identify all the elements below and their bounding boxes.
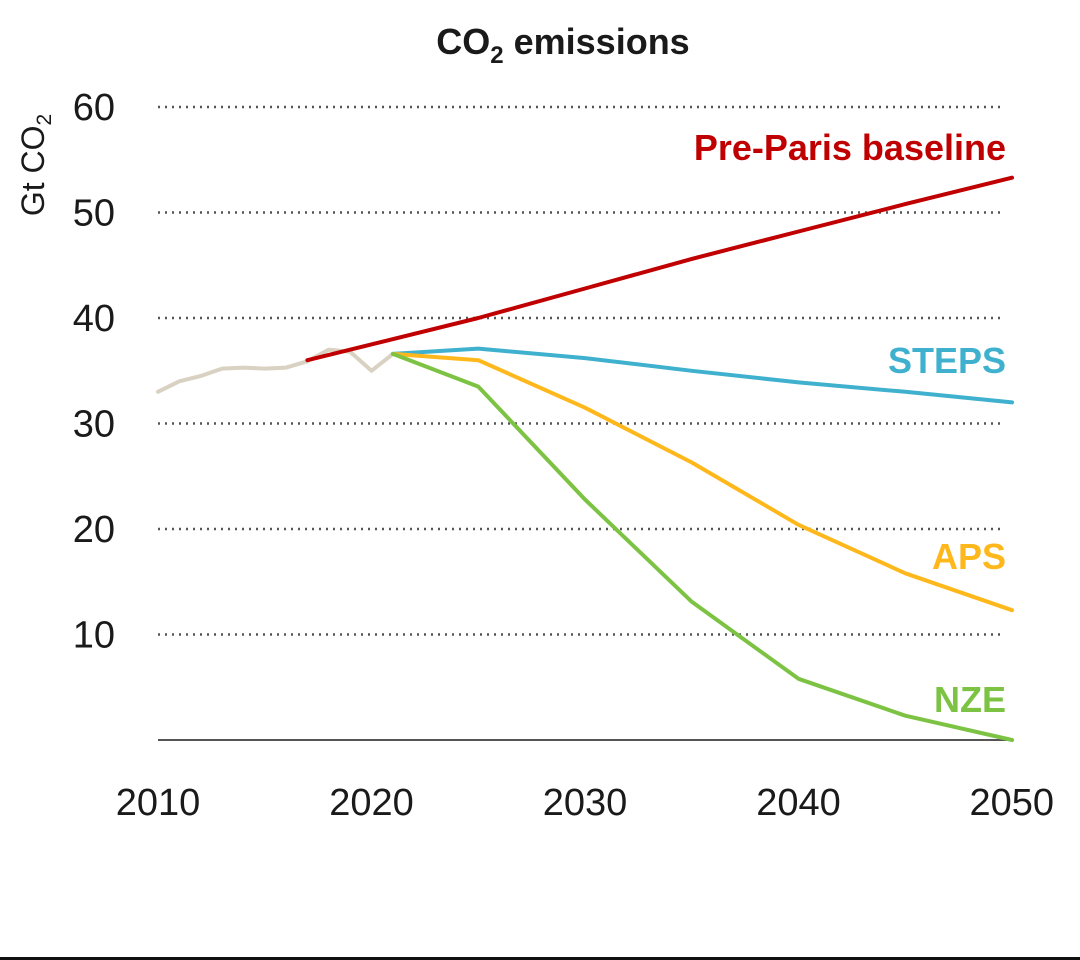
series-line-pre_paris [305, 175, 1014, 363]
series-label-pre_paris: Pre-Paris baseline [694, 127, 1006, 168]
chart-title-main: CO [436, 21, 490, 62]
y-tick-labels: 10 20 30 40 50 60 [73, 87, 115, 657]
y-tick-label-40: 40 [73, 298, 115, 340]
series-lines [156, 175, 1014, 742]
x-tick-label-2040: 2040 [756, 782, 841, 824]
gridlines [158, 105, 1004, 636]
chart-title-suffix: emissions [504, 21, 690, 62]
y-tick-label-20: 20 [73, 509, 115, 551]
y-tick-label-30: 30 [73, 404, 115, 446]
y-tick-label-60: 60 [73, 87, 115, 129]
chart-title-subscript: 2 [490, 42, 503, 69]
x-tick-label-2010: 2010 [116, 782, 201, 824]
series-label-aps: APS [932, 536, 1006, 577]
y-axis-label: Gt CO2 [15, 114, 56, 216]
series-label-steps: STEPS [888, 340, 1006, 381]
series-line-steps [390, 346, 1014, 405]
y-tick-label-50: 50 [73, 193, 115, 235]
chart-title: CO2 emissions [436, 21, 689, 69]
bottom-border [0, 957, 1080, 960]
y-tick-label-10: 10 [73, 615, 115, 657]
x-tick-label-2050: 2050 [969, 782, 1054, 824]
y-axis-label-subscript: 2 [33, 114, 56, 126]
x-tick-labels: 2010 2020 2030 2040 2050 [116, 782, 1054, 824]
y-axis-label-main: Gt CO [15, 126, 51, 217]
series-line-historical [156, 347, 395, 394]
series-line-aps [390, 351, 1014, 613]
series-label-nze: NZE [934, 679, 1006, 720]
series-labels: Pre-Paris baseline STEPS APS NZE [694, 127, 1006, 720]
series-line-nze [390, 351, 1014, 742]
x-tick-label-2030: 2030 [543, 782, 628, 824]
x-tick-label-2020: 2020 [329, 782, 414, 824]
